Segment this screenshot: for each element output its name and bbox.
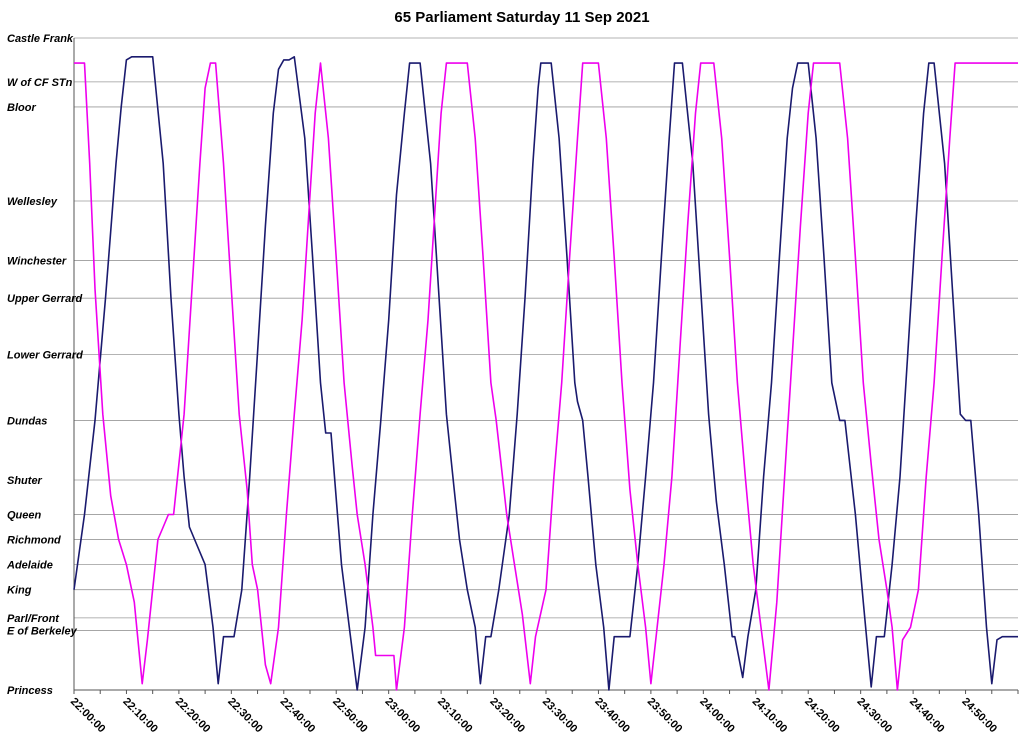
stop-label: W of CF STn (7, 77, 73, 89)
x-tick-label: 22:00:00 (68, 696, 108, 736)
x-tick-label: 24:30:00 (855, 696, 895, 736)
stop-label: Queen (7, 509, 42, 521)
x-tick-label: 22:50:00 (330, 696, 370, 736)
y-axis-stop-labels: Castle Frank W of CF STn Bloor Wellesley Win… (6, 33, 83, 697)
stop-label: Wellesley (7, 196, 58, 208)
x-tick-label: 24:40:00 (907, 696, 947, 736)
stop-label: Upper Gerrard (7, 293, 82, 305)
stop-label: Lower Gerrard (7, 350, 83, 362)
x-tick-label: 22:40:00 (278, 696, 318, 736)
x-tick-label: 24:10:00 (750, 696, 790, 736)
stop-label: Dundas (7, 415, 47, 427)
x-tick-label: 23:30:00 (540, 696, 580, 736)
stop-label: Shuter (7, 475, 43, 487)
stop-label: Winchester (7, 256, 67, 268)
vehicle-traces (73, 56, 1018, 691)
stop-label: Parl/Front (7, 613, 60, 625)
x-tick-label: 24:20:00 (802, 696, 842, 736)
stop-label: Castle Frank (7, 33, 74, 45)
stop-label: King (7, 585, 32, 597)
x-tick-label: 22:20:00 (173, 696, 213, 736)
stop-label: Adelaide (6, 560, 53, 572)
x-tick-label: 24:00:00 (697, 696, 737, 736)
x-tick-label: 23:20:00 (487, 696, 527, 736)
x-tick-label: 22:30:00 (225, 696, 265, 736)
x-tick-label: 24:50:00 (959, 696, 999, 736)
x-axis-time-labels: 22:00:00 22:10:00 22:20:00 22:30:00 22:40:00… (68, 690, 1019, 736)
x-tick-label: 23:40:00 (592, 696, 632, 736)
stop-label: Princess (7, 685, 53, 697)
x-tick-label: 23:10:00 (435, 696, 475, 736)
chart-title: 65 Parliament Saturday 11 Sep 2021 (394, 9, 649, 26)
series-line-navy (73, 56, 1018, 691)
stop-label: Bloor (7, 102, 36, 114)
x-tick-label: 23:00:00 (383, 696, 423, 736)
x-tick-label: 23:50:00 (645, 696, 685, 736)
series-line-magenta (74, 62, 1018, 691)
x-tick-label: 22:10:00 (120, 696, 160, 736)
stop-label: Richmond (7, 535, 61, 547)
stop-label: E of Berkeley (7, 625, 78, 637)
